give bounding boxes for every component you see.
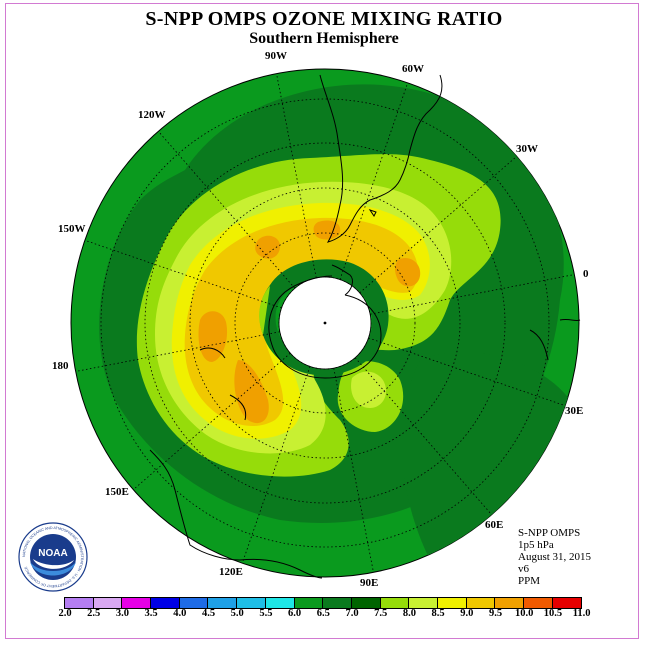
contour-level-9-5-e: [313, 220, 341, 240]
meridian-line: [241, 366, 311, 564]
meridian-line: [133, 352, 291, 490]
colorbar: [64, 597, 583, 609]
colorbar-label: 11.0: [572, 608, 591, 619]
contour-inner-lime: [259, 286, 270, 335]
colorbar-label: 9.0: [460, 608, 474, 619]
lon-label-90w: 90W: [265, 50, 287, 62]
lon-label-30w: 30W: [516, 143, 538, 155]
logo-wordmark: NOAA: [38, 548, 67, 559]
colorbar-swatch: [122, 598, 152, 608]
page-frame: [5, 3, 639, 639]
colorbar-swatch: [466, 598, 496, 608]
meridian-line: [75, 331, 280, 372]
colorbar-label: 4.0: [173, 608, 187, 619]
colorbar-swatch: [380, 598, 410, 608]
meridian-line: [368, 337, 566, 407]
colorbar-label: 2.0: [58, 608, 72, 619]
colorbar-swatch: [351, 598, 381, 608]
latitude-circles: [100, 98, 550, 548]
colorbar-label: 6.0: [288, 608, 302, 619]
colorbar-label: 6.5: [316, 608, 330, 619]
colorbar-swatch: [437, 598, 467, 608]
colorbar-label: 3.0: [115, 608, 129, 619]
colorbar-swatch: [65, 598, 94, 608]
colorbar-swatch: [552, 598, 582, 608]
colorbar-label: 8.0: [402, 608, 416, 619]
meridian-line: [354, 357, 492, 515]
colorbar-label: 3.5: [144, 608, 158, 619]
noaa-logo: NOAA NATIONAL OCEANIC AND ATMOSPHERIC AD…: [18, 522, 88, 592]
contour-level-8-0-lobe: [351, 371, 387, 408]
meridian-lines: [75, 73, 575, 573]
coastline-antarctic-peninsula: [331, 264, 353, 296]
colorbar-label: 7.0: [345, 608, 359, 619]
colorbar-swatch: [524, 598, 553, 608]
coastline-africa: [559, 318, 581, 322]
info-pressure-level: 1p5 hPa: [518, 539, 554, 551]
coastline-australia: [149, 449, 323, 579]
lon-label-120e: 120E: [219, 566, 243, 578]
meridian-line: [158, 131, 296, 289]
coastlines: [149, 74, 581, 579]
colorbar-label: 8.5: [431, 608, 445, 619]
meridian-line: [276, 73, 317, 278]
coastline-new-zealand: [199, 347, 247, 421]
south-pole-point: [323, 321, 327, 325]
coastline-falklands: [368, 209, 377, 217]
colorbar-label: 9.5: [488, 608, 503, 619]
contour-level-9-5-b: [234, 360, 269, 424]
colorbar-label: 5.5: [259, 608, 273, 619]
info-date: August 31, 2015: [518, 551, 592, 563]
info-units: PPM: [518, 575, 541, 587]
colorbar-swatch: [93, 598, 123, 608]
lon-label-90e: 90E: [360, 577, 379, 589]
colorbar-label: 5.0: [230, 608, 244, 619]
info-version: v6: [518, 563, 529, 575]
lon-label-60e: 60E: [485, 519, 504, 531]
contour-level-9-5-a: [198, 311, 228, 362]
meridian-line: [370, 274, 575, 315]
colorbar-swatch: [409, 598, 438, 608]
lon-label-0: 0: [583, 268, 589, 280]
colorbar-swatch: [294, 598, 324, 608]
meridian-line: [359, 156, 517, 294]
colorbar-swatch: [237, 598, 266, 608]
colorbar-swatch: [495, 598, 524, 608]
info-instrument: S-NPP OMPS: [518, 527, 581, 539]
contour-level-9-5-c: [255, 235, 280, 259]
lon-label-150w: 150W: [58, 223, 86, 235]
colorbar-swatch: [179, 598, 209, 608]
lon-label-60w: 60W: [402, 63, 424, 75]
coastline-antarctica: [268, 275, 382, 379]
colorbar-swatch: [208, 598, 238, 608]
contour-level-9-5-d: [395, 257, 421, 287]
colorbar-label: 10.5: [543, 608, 563, 619]
colorbar-label: 4.5: [201, 608, 216, 619]
colorbar-swatch: [151, 598, 180, 608]
colorbar-label: 7.5: [374, 608, 388, 619]
info-block: S-NPP OMPS 1p5 hPa August 31, 2015 v6 PP…: [518, 527, 591, 587]
colorbar-swatch: [265, 598, 295, 608]
coastline-madagascar: [529, 329, 549, 361]
colorbar-labels: 2.0 2.5 3.0 3.5 4.0 4.5 5.0 5.5 6.0 6.5 7.0 7.5 8.0 8…: [0, 608, 648, 622]
coastline-south-america: [319, 74, 443, 243]
colorbar-label: 2.5: [87, 608, 101, 619]
chart-title: S-NPP OMPS OZONE MIXING RATIO: [145, 8, 503, 30]
lon-label-120w: 120W: [138, 109, 166, 121]
meridian-line: [84, 239, 282, 309]
lon-label-180: 180: [52, 360, 69, 372]
colorbar-swatch: [323, 598, 352, 608]
lon-label-30e: 30E: [565, 405, 584, 417]
chart-subtitle: Southern Hemisphere: [249, 30, 399, 47]
lon-label-150e: 150E: [105, 486, 129, 498]
meridian-line: [333, 368, 374, 573]
colorbar-label: 10.0: [515, 608, 534, 619]
meridian-line: [339, 82, 409, 280]
